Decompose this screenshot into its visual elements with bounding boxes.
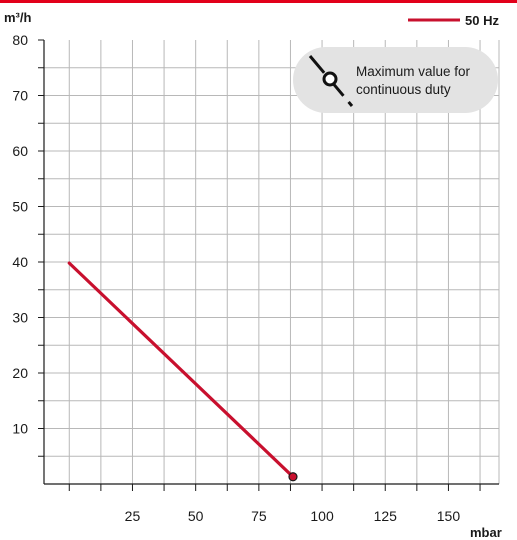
y-tick-label: 50: [12, 199, 28, 215]
x-tick-label: 125: [374, 508, 398, 524]
series-layer: [67, 261, 298, 482]
max-continuous-duty-note: Maximum value for continuous duty: [293, 47, 498, 113]
axes: [38, 39, 499, 491]
note-line-2: continuous duty: [356, 82, 451, 97]
x-tick-label: 150: [437, 508, 461, 524]
x-tick-label: 50: [188, 508, 204, 524]
x-tick-label: 75: [251, 508, 267, 524]
series-end-marker: [288, 472, 298, 482]
y-tick-label: 40: [12, 254, 28, 270]
x-tick-label: 25: [125, 508, 141, 524]
y-tick-label: 70: [12, 88, 28, 104]
y-tick-label: 20: [12, 365, 28, 381]
note-bubble: [293, 47, 498, 113]
y-tick-label: 80: [12, 32, 28, 48]
legend: 50 Hz: [408, 13, 499, 28]
x-axis-title: mbar: [470, 525, 502, 540]
tick-labels: 10 20 30 40 50 60 70 80 25 50 75 100 125 150: [12, 32, 460, 524]
grid: [44, 40, 500, 484]
max-continuous-duty-icon: [308, 55, 354, 107]
note-line-1: Maximum value for: [356, 64, 471, 79]
x-tick-label: 100: [310, 508, 334, 524]
y-tick-label: 10: [12, 421, 28, 437]
y-tick-label: 60: [12, 143, 28, 159]
y-tick-label: 30: [12, 310, 28, 326]
legend-label: 50 Hz: [465, 13, 499, 28]
top-accent-rule: [0, 0, 517, 3]
y-axis-title: m³/h: [4, 10, 32, 25]
series-line-50hz: [67, 261, 295, 479]
